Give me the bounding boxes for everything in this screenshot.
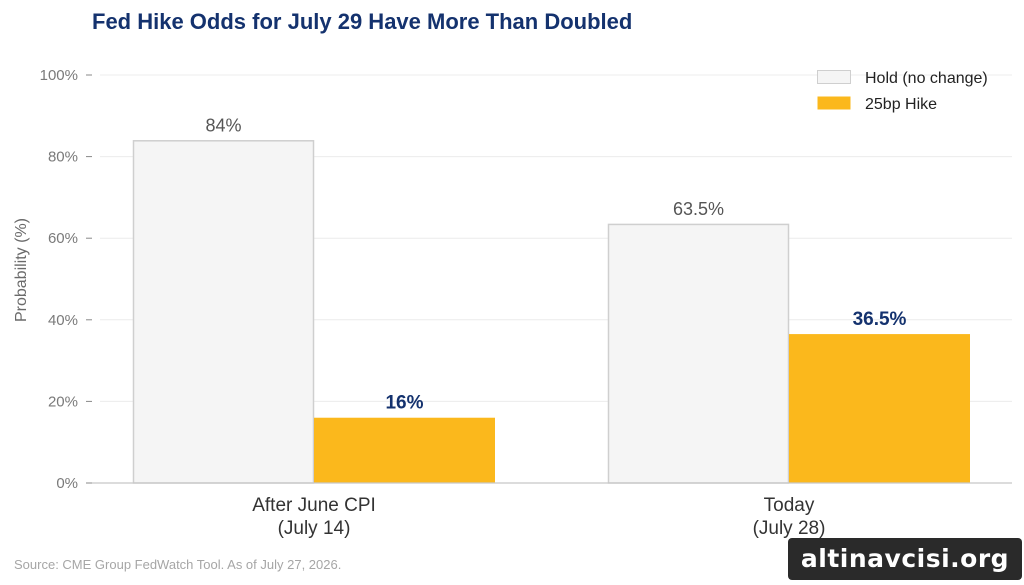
bars	[132, 140, 970, 484]
bar-hike	[314, 417, 495, 483]
bar-hold	[607, 223, 790, 484]
watermark-badge: altinavcisi.org	[788, 538, 1022, 580]
x-category-label: After June CPI	[252, 495, 376, 516]
bar-hold	[132, 140, 315, 484]
legend-label: Hold (no change)	[865, 70, 988, 87]
legend-swatch-hold	[817, 70, 851, 84]
legend-swatch-hike	[817, 96, 851, 110]
x-category-label: Today	[764, 495, 815, 516]
y-tick-label: 100%	[40, 67, 78, 84]
y-tick-label: 20%	[48, 393, 78, 410]
value-label-hold: 63.5%	[673, 199, 724, 219]
value-label-hike: 16%	[385, 393, 423, 414]
y-tick-label: 0%	[56, 475, 78, 492]
value-label-hold: 84%	[205, 115, 241, 135]
y-axis-label: Probability (%)	[13, 218, 30, 322]
y-tick-label: 40%	[48, 312, 78, 329]
y-tick-label: 60%	[48, 230, 78, 247]
y-tick-label: 80%	[48, 149, 78, 166]
value-label-hike: 36.5%	[853, 309, 907, 330]
bar-hike	[789, 334, 970, 483]
x-axis: After June CPI(July 14) Today(July 28)	[92, 482, 1012, 539]
x-category-label: (July 14)	[278, 518, 351, 539]
chart-title: Fed Hike Odds for July 29 Have More Than…	[92, 9, 632, 34]
legend-label: 25bp Hike	[865, 96, 937, 113]
legend: Hold (no change) 25bp Hike	[817, 70, 988, 113]
x-category-label: (July 28)	[753, 518, 826, 539]
value-labels: 84% 16% 63.5% 36.5%	[205, 115, 906, 413]
source-note: Source: CME Group FedWatch Tool. As of J…	[14, 557, 341, 572]
y-axis: 0% 20% 40% 60% 80% 100%	[40, 67, 92, 492]
